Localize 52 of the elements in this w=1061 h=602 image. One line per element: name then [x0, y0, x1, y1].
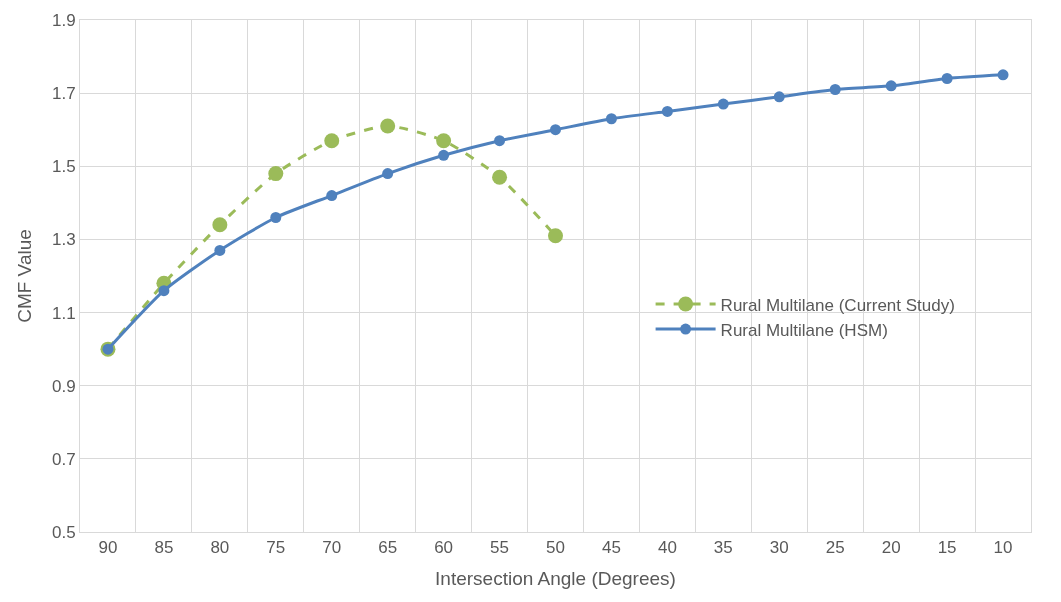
point [268, 166, 284, 182]
x-tick-label: 35 [713, 538, 733, 558]
y-tick-label: 0.5 [51, 522, 76, 542]
y-tick-label: 0.9 [51, 376, 76, 396]
y-tick-label: 1.7 [51, 84, 76, 104]
x-tick-label: 60 [434, 538, 454, 558]
x-tick-label: 50 [546, 538, 565, 558]
point [997, 69, 1009, 81]
point [438, 149, 450, 161]
x-tick-label: 75 [266, 538, 286, 558]
point [270, 211, 282, 223]
point [380, 118, 396, 134]
point [550, 124, 561, 136]
x-tick-label: 15 [937, 538, 957, 558]
y-tick-label: 1.1 [51, 303, 76, 323]
point [773, 91, 785, 103]
y-tick-label: 1.5 [51, 157, 76, 177]
x-tick-label: 80 [210, 538, 230, 558]
y-tick-label: 1.9 [51, 10, 76, 30]
point [548, 228, 563, 244]
point [436, 133, 452, 149]
x-tick-label: 40 [657, 538, 677, 558]
x-tick-label: 20 [881, 538, 901, 558]
legend-label: Rural Multilane (Current Study) [720, 295, 955, 315]
x-tick-label: 65 [378, 538, 398, 558]
x-tick-label: 45 [601, 538, 621, 558]
point [717, 98, 729, 110]
y-tick-label: 0.7 [51, 449, 76, 469]
point [382, 168, 394, 180]
y-axis-title: CMF Value [13, 229, 35, 323]
point [605, 113, 617, 125]
x-tick-label: 90 [98, 538, 118, 558]
x-tick-label: 70 [322, 538, 342, 558]
legend-label: Rural Multilane (HSM) [720, 320, 888, 340]
x-tick-label: 30 [769, 538, 789, 558]
x-tick-label: 85 [154, 538, 174, 558]
point [941, 73, 953, 85]
point [214, 244, 226, 256]
point [494, 135, 506, 147]
x-axis-title: Intersection Angle (Degrees) [435, 568, 676, 590]
x-tick-label: 55 [490, 538, 510, 558]
x-tick-label: 25 [825, 538, 845, 558]
x-tick-label: 10 [993, 538, 1013, 558]
point [661, 105, 673, 117]
point [829, 83, 841, 95]
point [212, 217, 228, 233]
point [158, 285, 170, 297]
y-tick-label: 1.3 [51, 230, 76, 250]
point [324, 133, 340, 149]
point [492, 169, 508, 185]
point [326, 190, 338, 202]
point [885, 80, 897, 92]
